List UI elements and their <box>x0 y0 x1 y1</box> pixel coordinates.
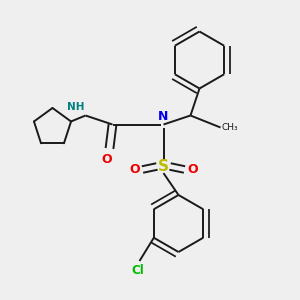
Text: N: N <box>158 110 169 123</box>
Text: CH₃: CH₃ <box>222 123 238 132</box>
Text: Cl: Cl <box>132 264 144 277</box>
Text: NH: NH <box>67 102 85 112</box>
Text: S: S <box>158 159 169 174</box>
Text: O: O <box>102 153 112 166</box>
Text: O: O <box>188 163 198 176</box>
Text: O: O <box>129 163 140 176</box>
